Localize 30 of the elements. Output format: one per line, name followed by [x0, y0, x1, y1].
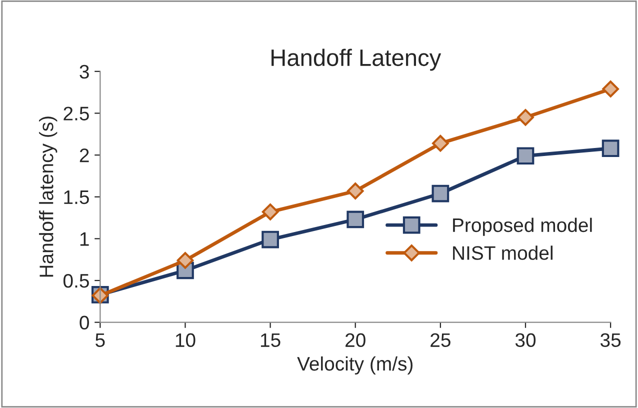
y-tick-label: 0	[80, 316, 89, 330]
y-tick-label: 0.5	[63, 274, 89, 288]
point	[517, 108, 534, 126]
legend-label: NIST model	[453, 246, 552, 260]
point	[516, 147, 534, 165]
y-tick-label: 1.5	[64, 190, 89, 204]
point	[262, 204, 279, 220]
x-tick-label: 15	[260, 333, 280, 348]
point	[176, 252, 194, 269]
point	[602, 140, 620, 158]
y-axis-title: Handoff latency (s)	[39, 116, 58, 277]
x-tick-label: 30	[515, 333, 536, 348]
point	[602, 80, 619, 98]
point	[346, 182, 364, 200]
x-tick-label: 25	[430, 333, 450, 348]
x-tick-label: 35	[600, 333, 621, 348]
point	[432, 134, 449, 152]
point	[262, 230, 279, 248]
chart-title: Handoff Latency	[272, 48, 442, 71]
x-tick-label: 5	[96, 333, 105, 348]
y-tick-label: 3	[80, 64, 89, 79]
x-axis-title: Velocity (m/s)	[297, 356, 413, 375]
point	[432, 184, 450, 202]
legend-label: Proposed model	[453, 218, 592, 236]
x-tick-label: 20	[346, 333, 366, 348]
y-tick-label: 2.5	[64, 106, 89, 120]
x-tick-label: 10	[176, 333, 196, 348]
point	[346, 210, 364, 228]
y-tick-label: 1	[80, 232, 89, 246]
y-tick-label: 2	[80, 148, 89, 162]
